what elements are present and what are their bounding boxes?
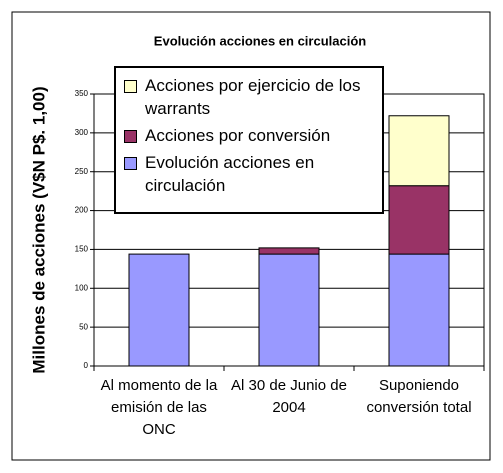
y-axis-title: Millones de acciones (V$N P$. 1,00) <box>29 86 48 373</box>
legend-swatch <box>124 130 137 143</box>
x-tick-label: Al 30 de Junio de 2004 <box>231 377 347 416</box>
legend-label: Acciones por ejercicio de los warrants <box>145 76 361 118</box>
bar-segment <box>258 247 320 255</box>
bar-segment <box>128 253 190 367</box>
legend: Acciones por ejercicio de los warrants Ac… <box>114 66 384 214</box>
x-tick-label: Al momento de la emisión de las ONC <box>100 377 218 438</box>
x-tick-label: Suponiendo conversión total <box>366 377 472 416</box>
y-tick-label: 150 <box>75 245 89 254</box>
y-tick-label: 0 <box>84 361 89 370</box>
bar-segment <box>388 253 450 367</box>
y-tick-label: 350 <box>75 89 89 98</box>
legend-swatch <box>124 157 137 170</box>
bar-segment <box>388 185 450 255</box>
legend-swatch <box>124 80 137 93</box>
legend-label: Evolución acciones en circulación <box>145 153 315 195</box>
y-tick-label: 200 <box>75 206 89 215</box>
legend-entry: Acciones por conversión <box>124 124 376 147</box>
y-tick-label: 50 <box>79 322 88 331</box>
legend-label: Acciones por conversión <box>145 126 331 145</box>
legend-entry: Evolución acciones en circulación <box>124 151 376 197</box>
bar-segment <box>258 253 320 367</box>
y-tick-label: 100 <box>75 283 89 292</box>
chart-title: Evolución acciones en circulación <box>154 33 366 48</box>
legend-entry: Acciones por ejercicio de los warrants <box>124 74 376 120</box>
bar-segment <box>388 115 450 187</box>
y-tick-label: 250 <box>75 167 89 176</box>
y-tick-label: 300 <box>75 128 89 137</box>
